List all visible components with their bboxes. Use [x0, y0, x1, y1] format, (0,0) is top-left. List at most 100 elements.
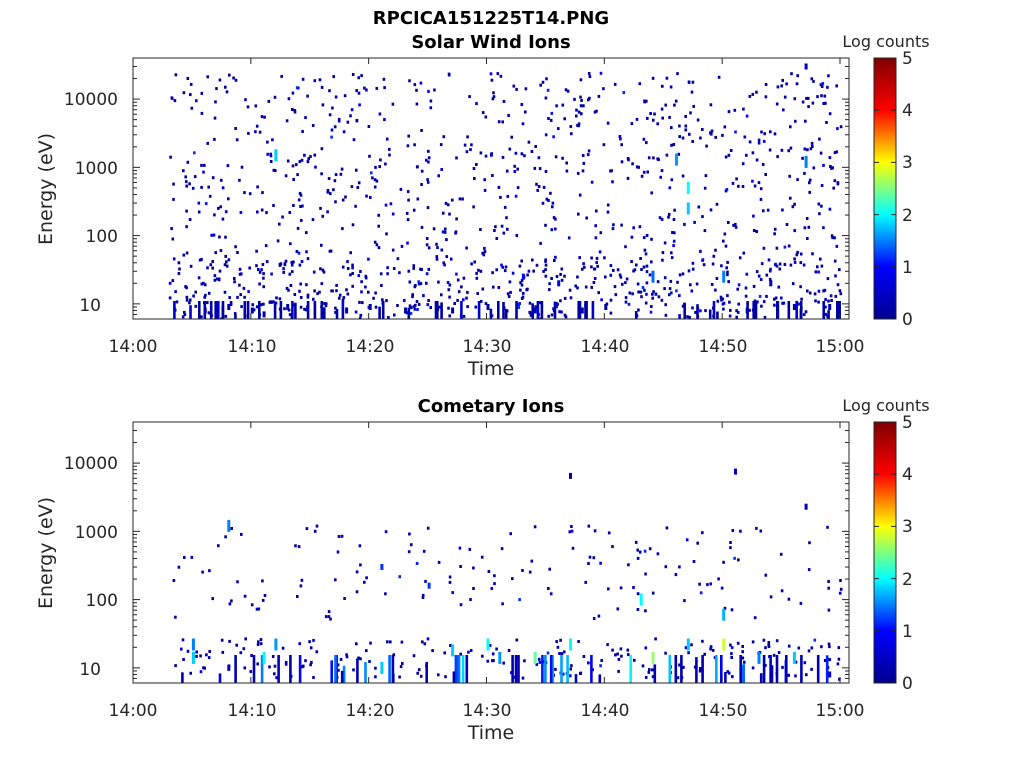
heatmap-cell [827, 586, 830, 590]
heatmap-cell [521, 569, 524, 572]
heatmap-cell [552, 135, 555, 139]
heatmap-cell [511, 271, 515, 275]
panel2-colorbar-tick-labels: 0 1 2 3 4 5 [902, 413, 913, 694]
heatmap-cell [411, 295, 414, 299]
heatmap-cell [330, 660, 333, 683]
heatmap-cell [814, 299, 817, 303]
heatmap-cell [627, 653, 630, 657]
heatmap-cell [483, 246, 486, 250]
heatmap-cell [437, 305, 441, 309]
heatmap-cell [524, 110, 527, 114]
heatmap-cell [285, 286, 289, 290]
heatmap-cell [780, 84, 783, 88]
heatmap-cell [502, 231, 506, 235]
heatmap-cell [255, 607, 259, 611]
heatmap-cell [294, 544, 297, 548]
panel2-xtick-label-1450: 14:50 [699, 701, 748, 721]
heatmap-cell [780, 296, 783, 300]
heatmap-cell [743, 135, 747, 139]
heatmap-cell [475, 271, 478, 275]
heatmap-cell [635, 165, 639, 169]
heatmap-cell [820, 645, 823, 649]
heatmap-cell [278, 297, 282, 301]
heatmap-cell [687, 80, 691, 84]
heatmap-cell [300, 218, 303, 222]
heatmap-cell [827, 299, 830, 303]
heatmap-cell [567, 236, 571, 240]
heatmap-cell [228, 639, 231, 643]
heatmap-cell [789, 263, 793, 267]
heatmap-cell [170, 96, 174, 100]
heatmap-cell [622, 91, 626, 95]
heatmap-cell [501, 120, 504, 124]
heatmap-cell [741, 162, 745, 166]
heatmap-cell [637, 165, 640, 169]
heatmap-cell [230, 527, 233, 530]
heatmap-cell [355, 119, 359, 122]
heatmap-cell [540, 301, 544, 319]
heatmap-cell [810, 77, 814, 81]
heatmap-cell [590, 265, 593, 269]
heatmap-cell [558, 652, 561, 655]
heatmap-cell [507, 114, 510, 117]
heatmap-cell [535, 263, 539, 267]
heatmap-cell [637, 308, 640, 312]
heatmap-cell [416, 197, 420, 201]
heatmap-cell [427, 582, 431, 589]
heatmap-cell [527, 140, 531, 144]
heatmap-cell [208, 311, 211, 315]
heatmap-cell [250, 603, 254, 607]
heatmap-cell [328, 113, 332, 117]
heatmap-cell [314, 165, 317, 169]
heatmap-cell [182, 658, 185, 661]
heatmap-cell [305, 527, 309, 531]
heatmap-cell [260, 303, 263, 307]
heatmap-cell [661, 258, 664, 262]
heatmap-cell [658, 216, 662, 220]
heatmap-cell [174, 664, 177, 668]
heatmap-cell [392, 653, 396, 657]
heatmap-cell [250, 307, 254, 314]
heatmap-cell [320, 243, 323, 247]
heatmap-cell [337, 119, 341, 123]
heatmap-cell [188, 301, 191, 305]
heatmap-cell [691, 261, 695, 265]
heatmap-cell [544, 170, 548, 173]
heatmap-cell [592, 617, 596, 620]
heatmap-cell [419, 674, 423, 678]
heatmap-cell [789, 146, 793, 150]
heatmap-cell [476, 292, 479, 295]
heatmap-cell [273, 302, 277, 319]
heatmap-cell [818, 212, 821, 216]
heatmap-cell [492, 285, 495, 289]
heatmap-cell [442, 261, 445, 265]
heatmap-cell [183, 556, 186, 559]
heatmap-cell [300, 578, 304, 582]
heatmap-cell [541, 655, 544, 683]
heatmap-cell [799, 261, 803, 265]
heatmap-cell [529, 313, 533, 317]
heatmap-cell [459, 603, 463, 607]
heatmap-cell [305, 250, 308, 254]
heatmap-cell [665, 153, 669, 157]
heatmap-cell [186, 77, 190, 80]
heatmap-cell [298, 191, 302, 195]
heatmap-cell [711, 262, 715, 266]
heatmap-cell [837, 657, 841, 661]
heatmap-cell [416, 308, 419, 311]
heatmap-cell [762, 638, 766, 642]
heatmap-cell [378, 165, 381, 169]
heatmap-cell [513, 164, 516, 168]
heatmap-cell [312, 638, 315, 642]
heatmap-cell [502, 99, 506, 103]
heatmap-cell [670, 291, 673, 295]
heatmap-cell [816, 655, 820, 683]
heatmap-cell [705, 144, 708, 148]
heatmap-cell [484, 115, 488, 119]
heatmap-cell [820, 264, 824, 268]
heatmap-cell [214, 251, 217, 255]
heatmap-cell [303, 307, 306, 311]
heatmap-cell [489, 308, 493, 319]
heatmap-cell [191, 638, 195, 651]
heatmap-cell [200, 185, 203, 189]
